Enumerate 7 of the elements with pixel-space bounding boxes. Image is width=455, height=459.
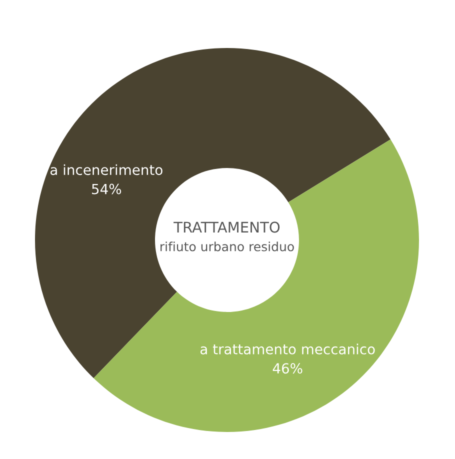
text: rifiuto urbano residuo [160, 242, 294, 252]
slice-label: a trattamento meccanico [200, 344, 375, 354]
text: TRATTAMENTO [174, 222, 280, 233]
data-label: 54% [92, 184, 122, 194]
slice-label: a incenerimento [50, 164, 162, 176]
data-label: 46% [272, 363, 302, 374]
donut-slice [35, 48, 391, 378]
